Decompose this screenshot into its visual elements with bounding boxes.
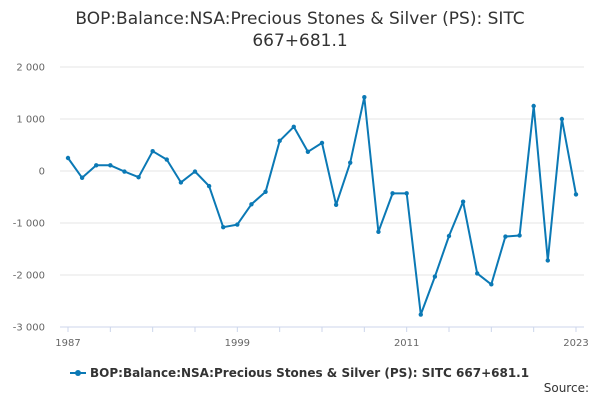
data-point bbox=[573, 192, 579, 197]
data-point bbox=[108, 163, 113, 168]
series-line bbox=[67, 96, 577, 316]
x-tick-label: 2011 bbox=[394, 338, 419, 349]
source-label: Source: bbox=[543, 381, 589, 395]
data-point bbox=[362, 94, 367, 100]
y-tick-label: -2 000 bbox=[13, 271, 45, 282]
data-point bbox=[192, 169, 198, 174]
data-point bbox=[249, 202, 254, 207]
data-point bbox=[263, 189, 268, 194]
x-tick-label: 1999 bbox=[225, 338, 250, 349]
data-point bbox=[150, 149, 155, 154]
data-point bbox=[235, 222, 240, 227]
legend-item[interactable]: BOP:Balance:NSA:Precious Stones & Silver… bbox=[70, 366, 529, 380]
data-point bbox=[305, 149, 311, 154]
y-tick-label: -1 000 bbox=[13, 219, 45, 230]
legend-line-marker bbox=[70, 368, 86, 378]
y-tick-label: 0 bbox=[39, 167, 45, 178]
data-point bbox=[79, 175, 85, 180]
data-point bbox=[503, 234, 508, 239]
chart-title: BOP:Balance:NSA:Precious Stones & Silver… bbox=[75, 9, 525, 51]
data-point bbox=[432, 274, 438, 279]
data-point bbox=[489, 282, 494, 287]
data-point bbox=[376, 229, 381, 235]
data-point bbox=[206, 183, 212, 189]
data-point bbox=[390, 191, 395, 196]
grid-lines bbox=[60, 66, 584, 276]
data-point bbox=[277, 138, 282, 144]
data-point bbox=[221, 224, 226, 230]
data-point bbox=[164, 157, 169, 162]
data-point bbox=[122, 169, 127, 174]
legend-label: BOP:Balance:NSA:Precious Stones & Silver… bbox=[90, 366, 530, 380]
series-points bbox=[65, 94, 579, 317]
data-point bbox=[517, 233, 522, 238]
data-point bbox=[136, 175, 141, 180]
y-tick-label: -3 000 bbox=[13, 323, 45, 334]
data-point bbox=[418, 312, 423, 317]
x-tick-label: 1987 bbox=[55, 338, 80, 349]
data-point bbox=[94, 163, 99, 168]
y-tick-label: 2 000 bbox=[16, 63, 45, 74]
data-point bbox=[291, 124, 296, 129]
data-point bbox=[460, 199, 466, 204]
data-point bbox=[559, 116, 565, 122]
data-point bbox=[65, 155, 71, 161]
data-point bbox=[545, 258, 550, 263]
x-axis: 1987 1999 2011 2023 bbox=[55, 326, 589, 349]
y-axis-labels: -3 000 -2 000 -1 000 0 1 000 2 000 bbox=[13, 63, 45, 334]
series-line-path bbox=[67, 96, 577, 316]
data-point bbox=[178, 180, 184, 185]
data-point bbox=[475, 271, 480, 276]
data-point bbox=[446, 233, 452, 239]
data-point bbox=[348, 160, 353, 165]
x-tick-label: 2023 bbox=[563, 338, 588, 349]
data-point bbox=[404, 191, 409, 196]
data-point bbox=[531, 103, 536, 109]
data-point bbox=[319, 140, 325, 146]
data-point bbox=[333, 202, 339, 207]
y-tick-label: 1 000 bbox=[16, 115, 45, 126]
